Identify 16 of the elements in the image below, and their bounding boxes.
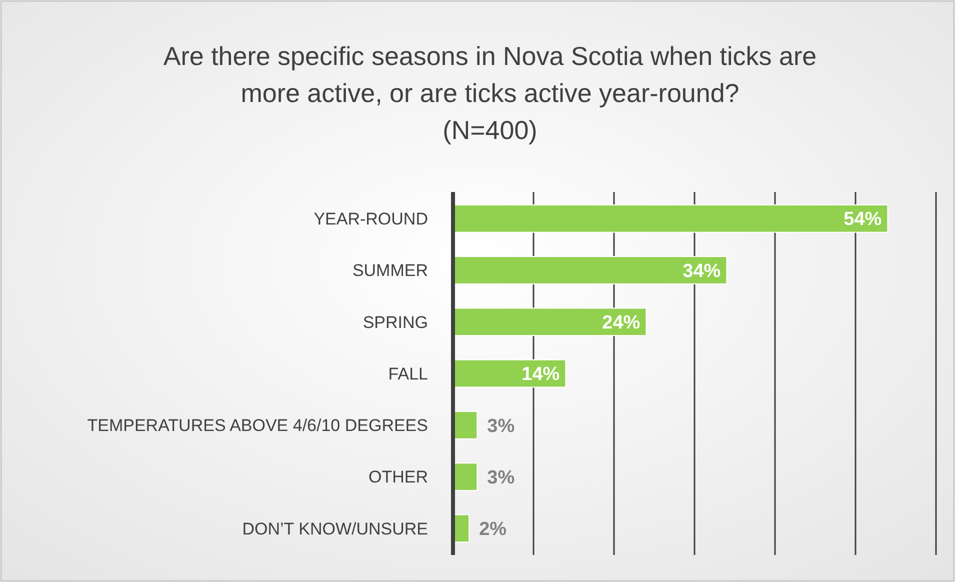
data-label: 34% <box>682 260 721 282</box>
y-tick-label: DON’T KNOW/UNSURE <box>242 519 428 538</box>
chart-subtitle: (N=400) <box>442 115 538 145</box>
data-label: 3% <box>487 416 515 437</box>
data-label: 3% <box>487 467 515 488</box>
data-label: 54% <box>844 209 882 230</box>
y-tick-label: SPRING <box>362 312 428 332</box>
data-label: 14% <box>522 364 560 386</box>
y-tick-label: FALL <box>388 364 428 384</box>
data-label: 2% <box>479 519 507 540</box>
y-tick-label: OTHER <box>368 468 428 487</box>
y-tick-label: SUMMER <box>352 261 428 280</box>
data-label: 24% <box>602 312 640 334</box>
chart-title: Are there specific seasons in Nova Scotia when ticks are more active, or are ticks active year-round? <box>163 41 817 108</box>
y-tick-label: TEMPERATURES ABOVE 4/6/10 DEGREES <box>87 416 428 436</box>
y-tick-label: YEAR-ROUND <box>314 210 428 229</box>
